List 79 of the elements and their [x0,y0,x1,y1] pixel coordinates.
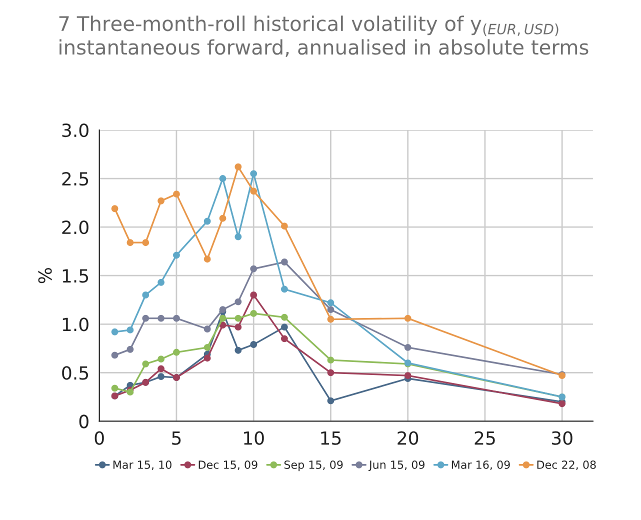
legend-label: Mar 15, 10 [113,460,172,470]
point [250,341,258,348]
point [404,344,412,351]
point [173,348,180,356]
point [250,170,258,178]
point [142,239,150,246]
point [173,314,180,322]
point [219,175,226,182]
point [158,278,165,286]
legend-label: Dec 15, 09 [198,460,258,470]
point [142,360,150,368]
x-tick-label: 10 [244,431,264,445]
point [204,256,211,263]
point [234,314,242,322]
y-tick-label: 1.5 [62,269,88,283]
point [250,292,258,298]
point [111,384,118,392]
point [173,190,180,198]
point [234,298,242,306]
point [158,356,165,363]
point [280,222,288,230]
point [142,314,150,322]
point [111,328,118,336]
point [158,365,165,372]
point [111,352,118,359]
legend-label: Mar 16, 09 [452,460,510,470]
point [327,397,334,404]
point [142,292,150,298]
point [280,286,288,293]
point [250,188,258,195]
y-tick-label: 2.5 [62,172,88,186]
point [280,324,288,331]
point [327,369,334,376]
point [158,197,165,204]
point [250,265,258,272]
point [234,346,242,354]
y-tick-label: 0 [79,414,88,428]
point [219,214,226,222]
point [126,346,134,353]
x-tick-label: 25 [474,431,495,445]
point [204,344,211,351]
y-axis-title: % [38,268,52,284]
point [126,239,134,246]
point [327,299,334,306]
chart-title: 7 Three-month-roll historical volatility of y$_{(EUR,USD)}$ instantaneous forward, annualised in absolute terms [59,16,588,57]
point [404,314,412,322]
point [280,314,288,321]
point [327,356,334,364]
legend-label: Jun 15, 09 [368,460,424,471]
point [173,252,180,259]
point [280,258,288,266]
y-tick-label: 2.0 [62,220,88,234]
point [404,372,412,380]
point [204,354,211,362]
legend-label: Sep 15, 09 [284,460,343,472]
point [126,326,134,334]
point [250,310,258,317]
point [111,205,118,212]
x-tick-label: 20 [398,431,418,445]
point [327,316,334,323]
point [158,314,165,322]
point [280,335,288,342]
x-tick-label: 0 [94,431,104,445]
legend-label: Dec 22, 08 [537,460,596,470]
point [204,326,211,332]
x-tick-label: 30 [552,431,572,445]
point [219,322,226,329]
point [327,306,334,314]
y-tick-label: 0.5 [62,366,88,380]
point [234,233,242,240]
point [204,218,211,225]
point [219,314,226,322]
y-tick-label: 1.0 [62,318,88,332]
point [158,373,165,380]
point [234,324,242,331]
point [234,163,242,170]
x-tick-label: 5 [172,431,181,445]
x-tick-label: 15 [321,431,341,445]
y-tick-label: 3.0 [62,123,88,138]
